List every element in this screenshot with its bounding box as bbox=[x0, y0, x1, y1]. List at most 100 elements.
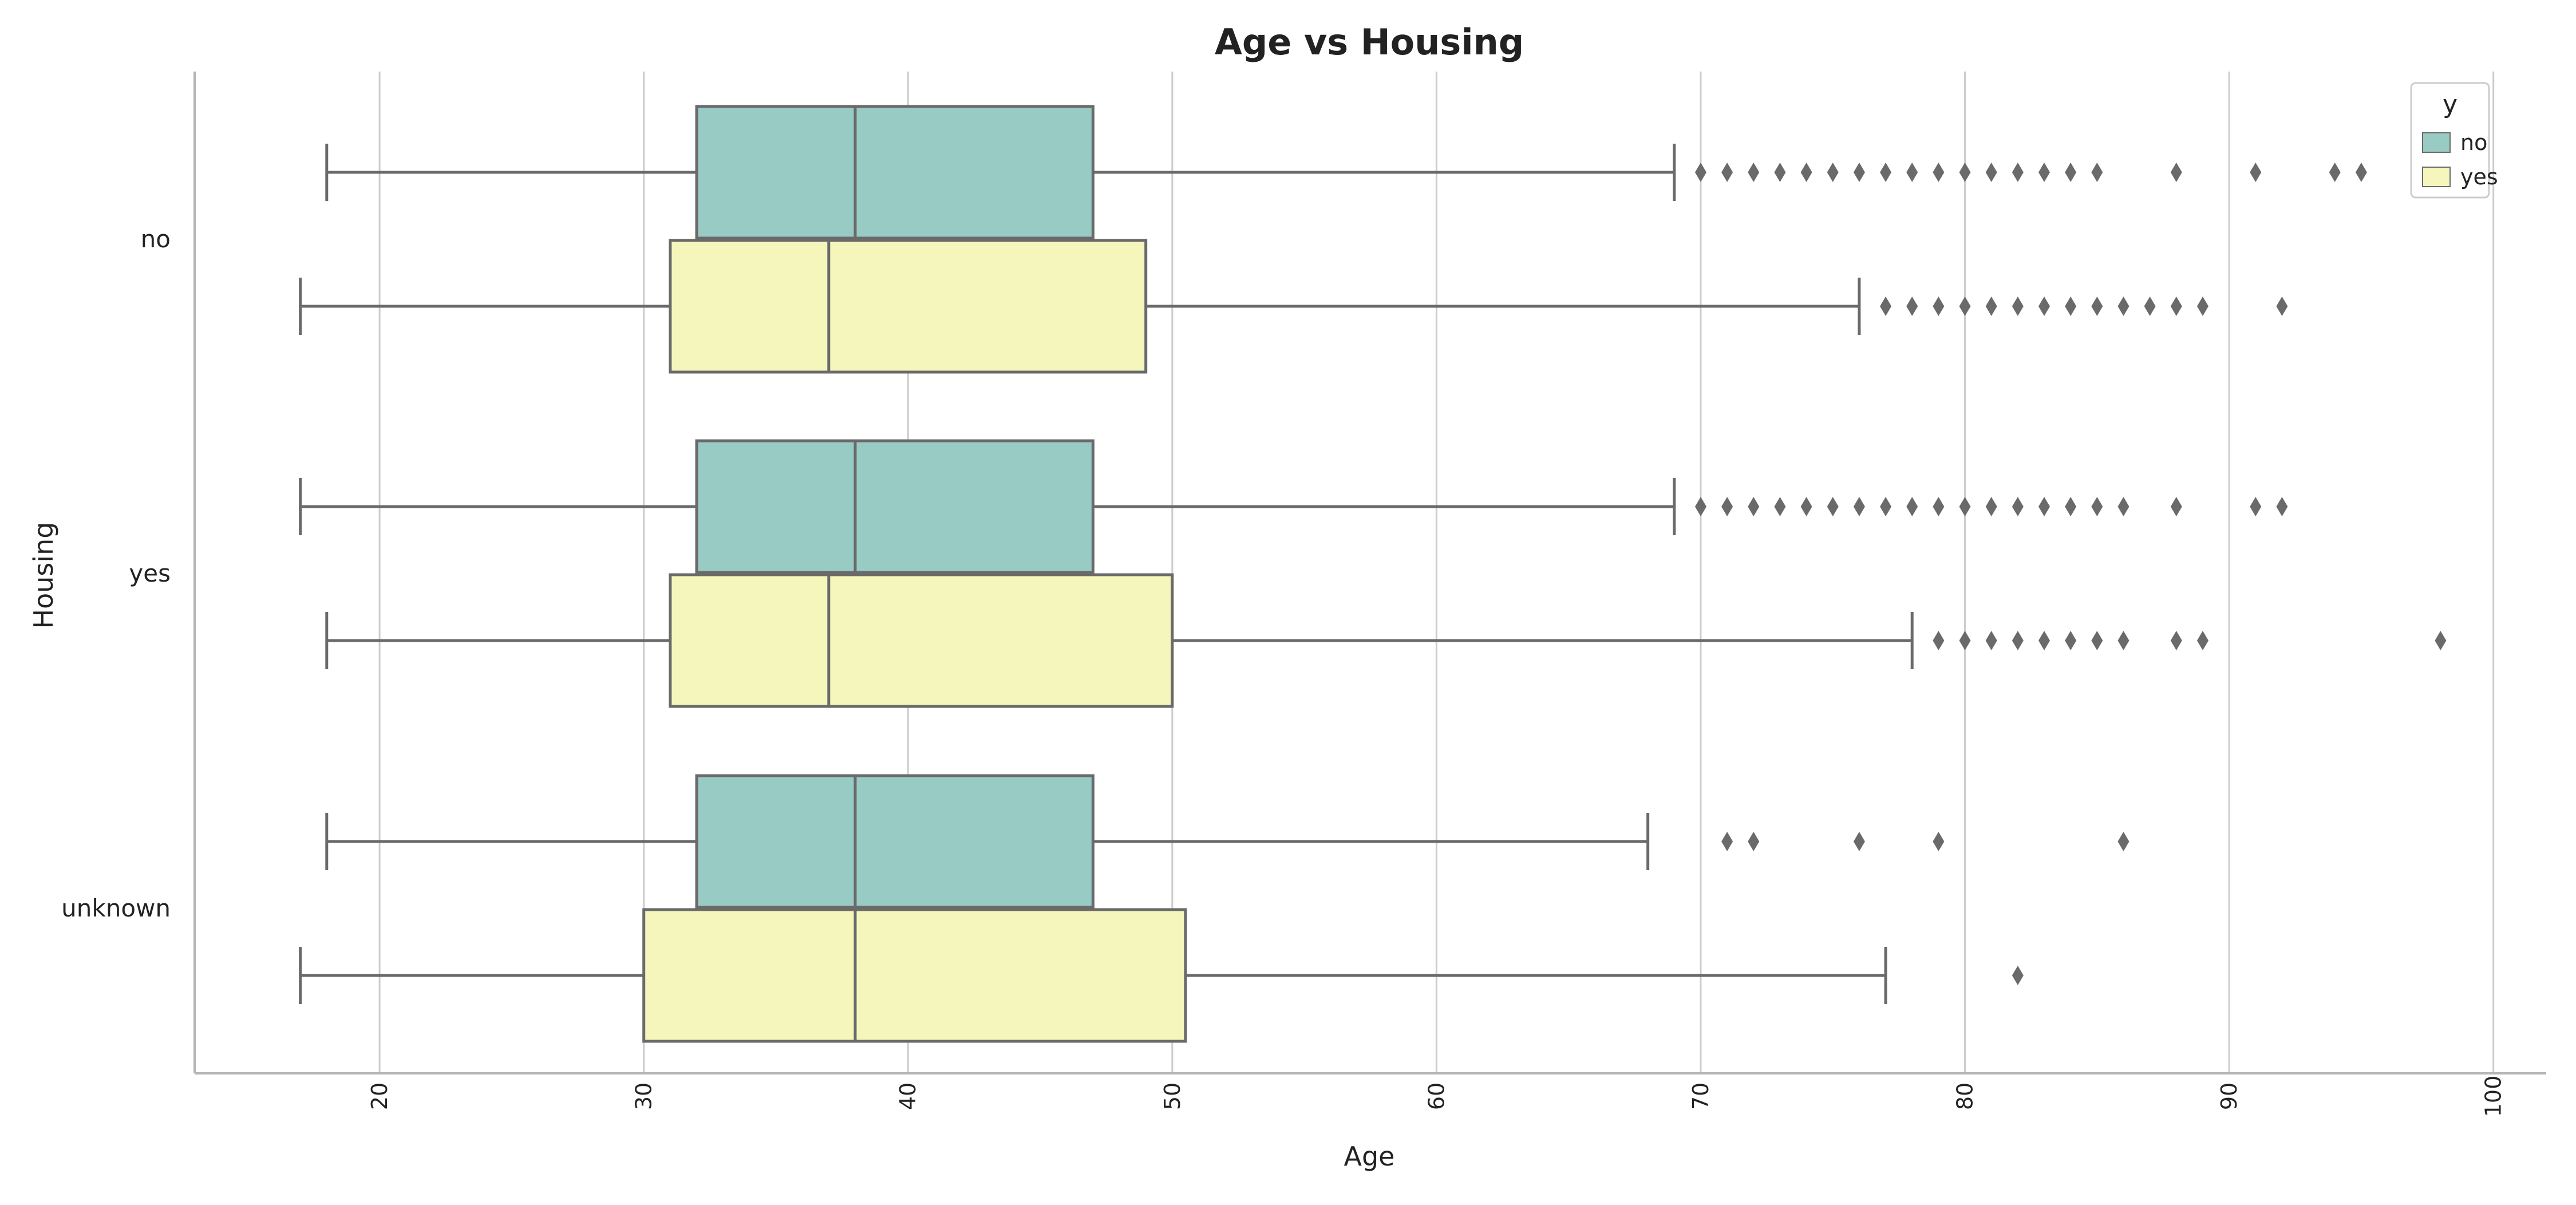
outlier-no-yes bbox=[2276, 297, 2288, 316]
x-axis-label: Age bbox=[1344, 1141, 1395, 1172]
outlier-unknown-no bbox=[2117, 832, 2129, 851]
outlier-no-yes bbox=[2196, 297, 2208, 316]
outlier-no-yes bbox=[2170, 297, 2182, 316]
outlier-yes-no bbox=[2276, 497, 2288, 516]
outlier-yes-yes bbox=[1985, 631, 1997, 650]
outlier-no-no bbox=[2091, 163, 2103, 182]
chart-title: Age vs Housing bbox=[1215, 21, 1524, 63]
outlier-no-yes bbox=[1906, 297, 1918, 316]
box-unknown-yes bbox=[299, 908, 2024, 1043]
outlier-no-no bbox=[1748, 163, 1760, 182]
outlier-unknown-no bbox=[1721, 832, 1733, 851]
outlier-no-no bbox=[1853, 163, 1865, 182]
y-tick-label-yes: yes bbox=[129, 559, 171, 587]
outlier-no-no bbox=[1694, 163, 1706, 182]
outlier-no-no bbox=[1827, 163, 1839, 182]
x-tick-label-100: 100 bbox=[2481, 1076, 2506, 1117]
outlier-yes-no bbox=[2065, 497, 2077, 516]
box-no-yes bbox=[299, 239, 2288, 374]
iqr-box-no-no bbox=[695, 105, 1095, 240]
outlier-no-yes bbox=[2117, 297, 2129, 316]
outlier-no-no bbox=[2355, 163, 2367, 182]
outlier-unknown-no bbox=[1748, 832, 1760, 851]
outlier-yes-no bbox=[2091, 497, 2103, 516]
outlier-yes-yes bbox=[1933, 631, 1945, 650]
outlier-unknown-no bbox=[1853, 832, 1865, 851]
outlier-no-no bbox=[1959, 163, 1971, 182]
outlier-no-no bbox=[1721, 163, 1733, 182]
outlier-no-no bbox=[1985, 163, 1997, 182]
x-tick-label-30: 30 bbox=[631, 1082, 657, 1110]
x-tick-label-20: 20 bbox=[367, 1082, 392, 1110]
box-no-no bbox=[325, 105, 2367, 240]
box-unknown-no bbox=[325, 774, 2129, 909]
outlier-yes-no bbox=[1933, 497, 1945, 516]
legend-swatch-no bbox=[2422, 132, 2451, 153]
iqr-box-unknown-no bbox=[695, 774, 1095, 909]
outlier-no-no bbox=[2038, 163, 2050, 182]
iqr-box-unknown-yes bbox=[642, 908, 1187, 1043]
outlier-no-yes bbox=[2038, 297, 2050, 316]
outlier-no-yes bbox=[2065, 297, 2077, 316]
x-tick-label-70: 70 bbox=[1688, 1082, 1713, 1110]
outlier-no-no bbox=[1906, 163, 1918, 182]
legend: y no yes bbox=[2410, 82, 2498, 199]
outlier-yes-yes bbox=[2170, 631, 2182, 650]
outlier-no-no bbox=[2329, 163, 2341, 182]
outlier-yes-no bbox=[1880, 497, 1892, 516]
outlier-yes-no bbox=[1721, 497, 1733, 516]
outlier-yes-no bbox=[1800, 497, 1812, 516]
outlier-no-yes bbox=[2012, 297, 2024, 316]
box-yes-no bbox=[299, 439, 2288, 574]
x-tick-label-60: 60 bbox=[1424, 1082, 1449, 1110]
outlier-yes-yes bbox=[2435, 631, 2447, 650]
outlier-no-no bbox=[2065, 163, 2077, 182]
outlier-yes-yes bbox=[2065, 631, 2077, 650]
outlier-yes-yes bbox=[1959, 631, 1971, 650]
outlier-no-yes bbox=[1959, 297, 1971, 316]
legend-label-no: no bbox=[2460, 130, 2487, 155]
outlier-yes-no bbox=[1906, 497, 1918, 516]
outlier-yes-yes bbox=[2091, 631, 2103, 650]
outlier-no-yes bbox=[1933, 297, 1945, 316]
outlier-unknown-yes bbox=[2012, 966, 2024, 985]
legend-title: y bbox=[2443, 90, 2458, 119]
outlier-yes-no bbox=[1959, 497, 1971, 516]
iqr-box-yes-no bbox=[695, 439, 1095, 574]
outlier-yes-yes bbox=[2117, 631, 2129, 650]
x-tick-label-40: 40 bbox=[895, 1082, 920, 1110]
outlier-yes-no bbox=[1694, 497, 1706, 516]
y-axis-label: Housing bbox=[28, 522, 59, 629]
axes-spines bbox=[193, 72, 2546, 1074]
outlier-no-yes bbox=[1985, 297, 1997, 316]
y-tick-label-unknown: unknown bbox=[61, 894, 171, 922]
outlier-no-no bbox=[1800, 163, 1812, 182]
iqr-box-no-yes bbox=[669, 239, 1148, 374]
x-tick-label-50: 50 bbox=[1160, 1082, 1185, 1110]
outlier-yes-no bbox=[1853, 497, 1865, 516]
outlier-no-no bbox=[2170, 163, 2182, 182]
legend-swatch-yes bbox=[2422, 167, 2451, 187]
outlier-yes-no bbox=[1774, 497, 1786, 516]
boxes bbox=[299, 105, 2447, 1043]
outlier-no-no bbox=[1774, 163, 1786, 182]
outlier-yes-no bbox=[2012, 497, 2024, 516]
box-yes-yes bbox=[325, 573, 2447, 708]
outlier-yes-no bbox=[1827, 497, 1839, 516]
outlier-yes-no bbox=[1748, 497, 1760, 516]
legend-label-yes: yes bbox=[2460, 164, 2498, 189]
outlier-yes-no bbox=[2250, 497, 2262, 516]
outlier-yes-no bbox=[1985, 497, 1997, 516]
outlier-yes-no bbox=[2170, 497, 2182, 516]
outlier-yes-yes bbox=[2196, 631, 2208, 650]
outlier-no-no bbox=[2012, 163, 2024, 182]
outlier-no-no bbox=[1933, 163, 1945, 182]
outlier-yes-no bbox=[2117, 497, 2129, 516]
outlier-no-yes bbox=[2144, 297, 2156, 316]
outlier-yes-yes bbox=[2012, 631, 2024, 650]
y-tick-label-no: no bbox=[141, 225, 171, 253]
outlier-no-no bbox=[2250, 163, 2262, 182]
outlier-no-no bbox=[1880, 163, 1892, 182]
